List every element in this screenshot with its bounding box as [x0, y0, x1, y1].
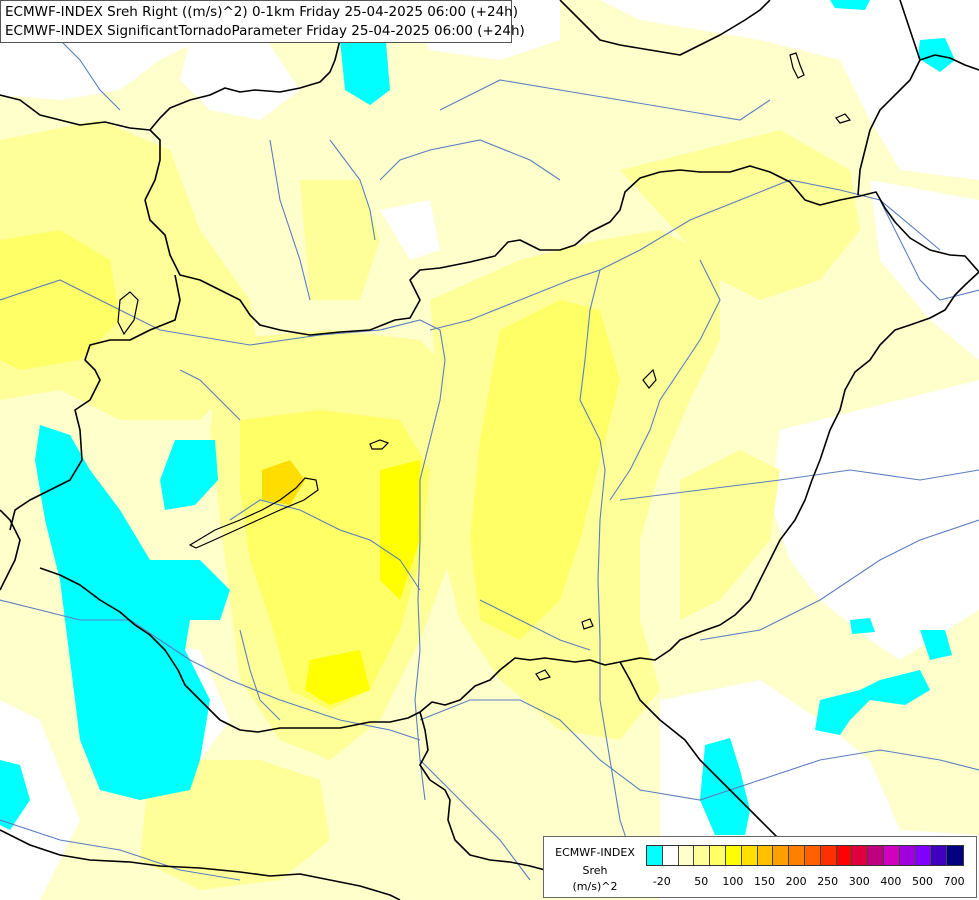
lakes: [117, 52, 852, 681]
legend-tick-7: 400: [880, 875, 902, 888]
legend-swatch-0: [647, 846, 663, 865]
legend-tick-1: 50: [694, 875, 709, 888]
title-line-1: ECMWF-INDEX Sreh Right ((m/s)^2) 0-1km F…: [5, 4, 518, 20]
legend-tick-0: -20: [652, 875, 671, 888]
legend-swatch-17: [915, 846, 932, 865]
legend-color-bar: [646, 845, 964, 866]
legend-tick-5: 250: [817, 875, 839, 888]
legend-swatch-12: [836, 846, 853, 865]
map-title-box: ECMWF-INDEX Sreh Right ((m/s)^2) 0-1km F…: [0, 0, 525, 43]
river-network: [0, 39, 979, 881]
legend-swatch-10: [804, 846, 821, 865]
yellow-fields: [0, 120, 860, 890]
legend-swatch-6: [741, 846, 758, 865]
legend-swatch-8: [773, 846, 790, 865]
legend-swatch-15: [883, 846, 900, 865]
cyan-areas: [0, 0, 955, 835]
legend-swatch-19: [947, 846, 963, 865]
legend-swatch-5: [725, 846, 742, 865]
legend-tick-6: 300: [848, 875, 870, 888]
legend-swatch-18: [931, 846, 948, 865]
legend-unit-label: (m/s)^2: [572, 880, 618, 893]
legend-model-label: ECMWF-INDEX: [555, 846, 635, 859]
legend-swatch-9: [789, 846, 805, 865]
legend-swatch-13: [852, 846, 869, 865]
color-legend: ECMWF-INDEX Sreh (m/s)^2 -20 50 100 150 200 2…: [543, 836, 977, 898]
legend-tick-4: 200: [785, 875, 807, 888]
legend-swatch-2: [678, 846, 695, 865]
legend-tick-labels: -20 50 100 150 200 250 300 400 500 700: [646, 875, 976, 889]
legend-swatch-1: [662, 846, 679, 865]
legend-swatch-11: [820, 846, 837, 865]
legend-swatch-7: [757, 846, 774, 865]
legend-swatch-4: [710, 846, 726, 865]
legend-swatch-3: [694, 846, 711, 865]
legend-swatch-14: [868, 846, 884, 865]
legend-swatch-16: [899, 846, 916, 865]
legend-variable-label: Sreh: [582, 864, 608, 877]
legend-tick-9: 700: [943, 875, 965, 888]
legend-tick-8: 500: [912, 875, 933, 888]
legend-tick-3: 150: [754, 875, 775, 888]
legend-tick-2: 100: [722, 875, 744, 888]
title-line-2: ECMWF-INDEX SignificantTornadoParameter …: [5, 23, 525, 39]
